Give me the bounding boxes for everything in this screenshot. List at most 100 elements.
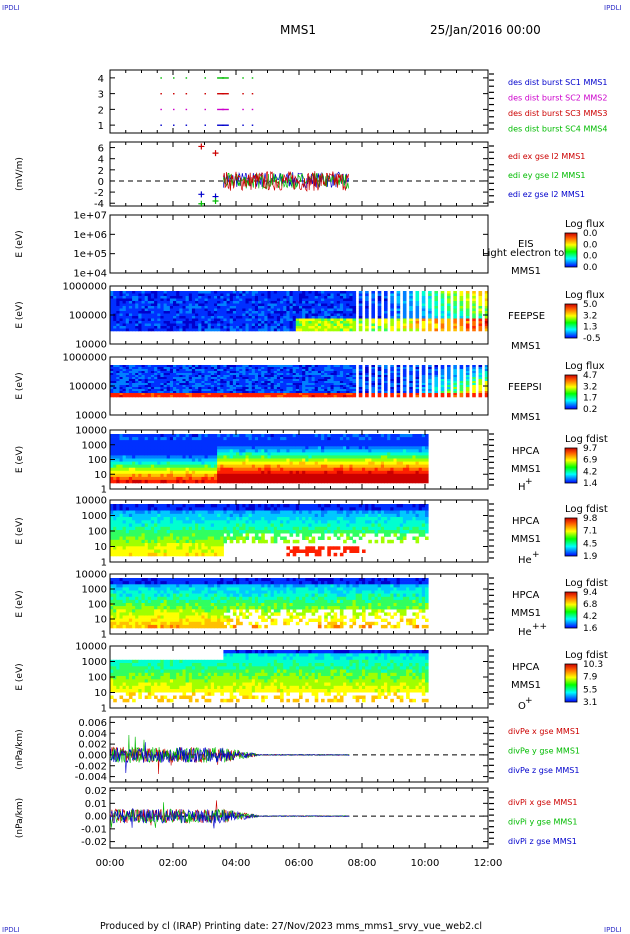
feepse-pixel: [141, 298, 146, 302]
feepsi-pixel: [160, 383, 164, 386]
hpca-h-pixel: [292, 461, 297, 465]
hpca-h-pixel: [147, 455, 152, 459]
feepsi-pixel: [169, 377, 174, 380]
feepsi-pixel: [135, 383, 139, 386]
feepsi-pixel: [163, 393, 168, 396]
feepse-pixel: [308, 318, 312, 322]
hpca-h-pixel: [210, 473, 215, 478]
feepsi-pixel: [264, 369, 268, 372]
feepsi-pixel: [229, 387, 234, 390]
feepse-pixel: [346, 301, 350, 304]
feepse-pixel: [308, 313, 312, 317]
feepse-pixel: [128, 326, 133, 329]
hpca-h-pixel: [201, 440, 205, 444]
feepse-pixel: [459, 316, 464, 319]
feepse-pixel: [166, 296, 171, 299]
hpca-h-pixel: [368, 476, 372, 481]
feepsi-pixel: [459, 393, 464, 396]
feepse-pixel: [286, 311, 290, 314]
feepsi-pixel: [125, 379, 130, 382]
hpca-h-pixel: [264, 437, 268, 441]
feepsi-pixel: [434, 373, 438, 376]
feepse-pixel: [365, 326, 369, 329]
feepse-pixel: [116, 291, 120, 294]
feepse-pixel: [141, 308, 146, 312]
hpca-h-pixel: [333, 461, 338, 465]
feepse-pixel: [276, 303, 281, 307]
edi-ytick-label: 2: [98, 166, 104, 177]
feepse-pixel: [138, 308, 142, 312]
feepsi-pixel: [311, 365, 316, 368]
hpca-h-pixel: [286, 452, 290, 456]
feepsi-pixel: [201, 393, 205, 396]
feepse-pixel: [280, 326, 284, 329]
feepse-pixel: [163, 301, 168, 304]
hpca-h-pixel: [308, 446, 312, 450]
feepse-pixel: [191, 323, 196, 327]
hpca-h-pixel: [210, 479, 215, 484]
hpca-h-pixel: [226, 476, 231, 481]
hpca-h-pixel: [157, 458, 161, 462]
feepse-pixel: [223, 326, 227, 329]
hpca-h-pixel: [122, 458, 127, 462]
feepse-pixel: [226, 296, 231, 299]
feepsi-pixel: [311, 381, 316, 384]
feepse-pixel: [128, 318, 133, 322]
feepsi-pixel: [472, 377, 476, 380]
hpca-h-pixel: [283, 464, 287, 468]
feepse-pixel: [267, 321, 272, 324]
feepse-pixel: [207, 313, 212, 317]
hpca-h-pixel: [232, 452, 237, 456]
feepsi-pixel: [144, 385, 149, 388]
feepse-pixel: [421, 291, 426, 294]
feepse-pixel: [214, 301, 218, 304]
feepsi-pixel: [465, 385, 470, 388]
feepse-pixel: [141, 301, 146, 304]
feepsi-pixel: [204, 371, 209, 374]
feepsi-pixel: [179, 393, 183, 396]
feepsi-pixel: [182, 367, 187, 370]
feepsi-pixel: [390, 373, 394, 376]
feepsi-pixel: [264, 383, 268, 386]
feepse-pixel: [264, 313, 268, 317]
hpca-h-pixel: [292, 455, 297, 459]
feepsi-pixel: [223, 381, 227, 384]
feepsi-pixel: [229, 385, 234, 388]
hpca-h-pixel: [374, 467, 379, 472]
feepsi-pixel: [459, 395, 464, 398]
feepse-pixel: [150, 313, 155, 317]
feepse-pixel: [292, 311, 297, 314]
feepsi-pixel: [217, 365, 221, 368]
feepse-pixel: [472, 303, 476, 307]
feepsi-pixel: [330, 365, 335, 368]
hpca-h-pixel: [198, 476, 202, 481]
feepse-pixel: [276, 313, 281, 317]
feepsi-pixel: [132, 381, 136, 384]
hpca-h-pixel: [317, 446, 322, 450]
feepsi-pixel: [324, 387, 328, 390]
feepsi-pixel: [207, 395, 212, 398]
feepse-pixel: [173, 308, 177, 312]
hpca-h-pixel: [368, 470, 372, 475]
hpca-h-pixel: [371, 449, 375, 453]
feepsi-pixel: [365, 375, 369, 378]
feepsi-pixel: [163, 379, 168, 382]
hpca-h-pixel: [135, 446, 139, 450]
burst-interval-mark: [242, 77, 244, 79]
feepsi-pixel: [223, 393, 227, 396]
feepse-pixel: [251, 296, 256, 299]
hpca-h-pixel: [217, 437, 221, 441]
feepse-pixel: [157, 298, 161, 302]
feepsi-pixel: [440, 385, 445, 388]
feepse-pixel: [188, 323, 193, 327]
feepse-pixel: [390, 303, 394, 307]
feepsi-pixel: [122, 387, 127, 390]
hpca-h-pixel: [147, 446, 152, 450]
feepse-pixel: [261, 321, 265, 324]
feepse-pixel: [283, 316, 287, 319]
hpca-h-pixel: [201, 458, 205, 462]
feepse-pixel: [305, 321, 309, 324]
hpca-h-pixel: [182, 476, 187, 481]
hpca-h-pixel: [280, 461, 284, 465]
hpca-h-pixel: [254, 476, 259, 481]
